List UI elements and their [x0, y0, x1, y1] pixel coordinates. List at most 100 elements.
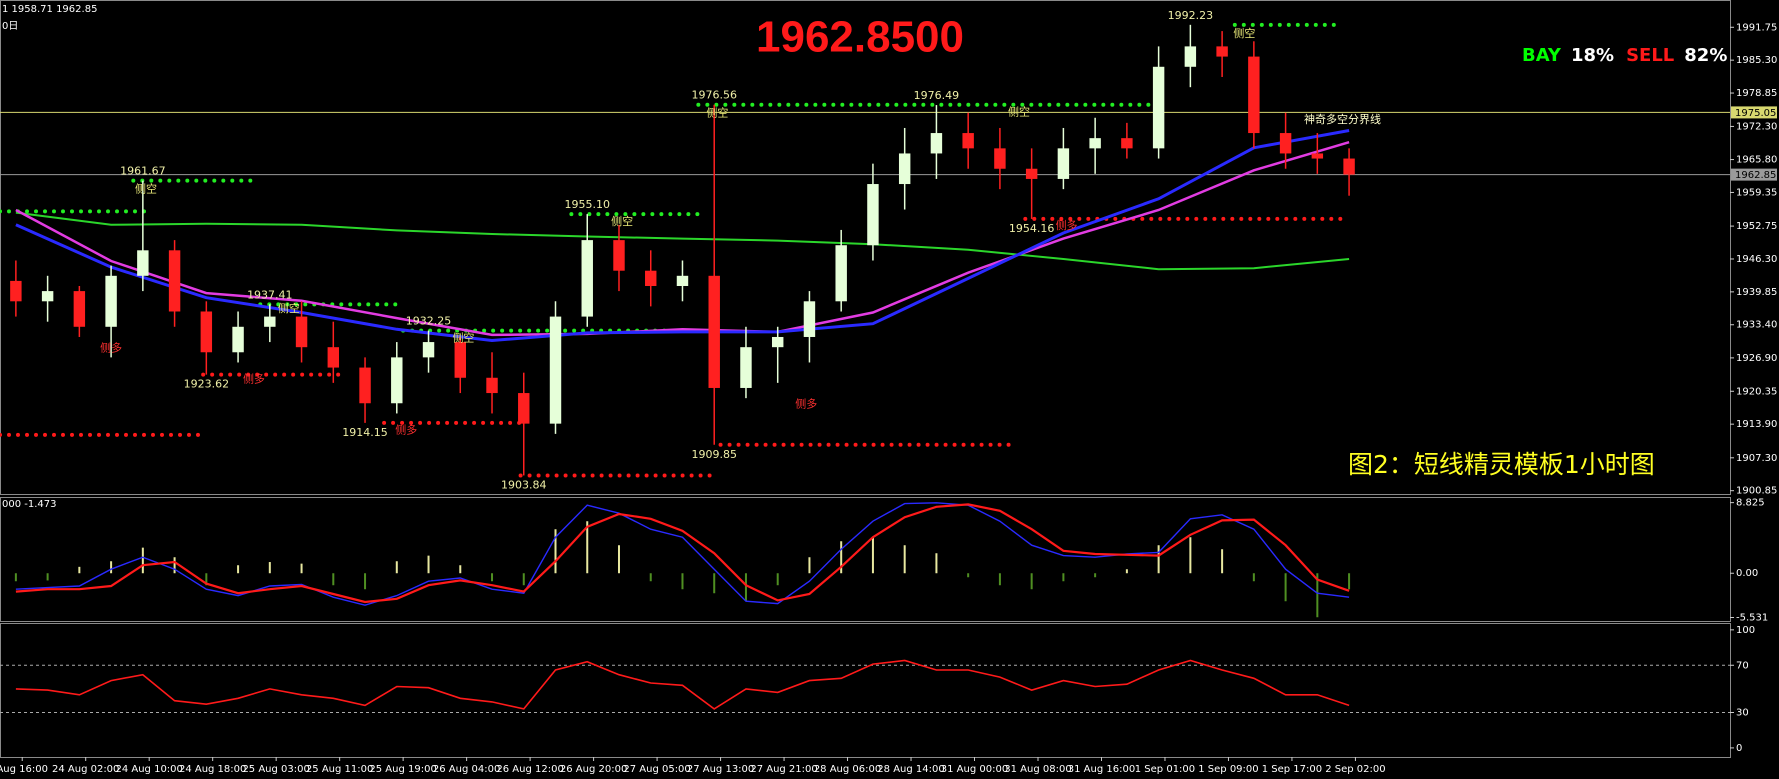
y-tick-label: 0.00	[1736, 568, 1758, 579]
candle-body	[645, 270, 657, 286]
header: 1 1958.71 1962.85	[2, 4, 97, 15]
candle-body	[264, 316, 276, 327]
histogram-bar	[776, 573, 779, 586]
y-tick-label: 1952.75	[1736, 221, 1777, 232]
histogram-bar	[268, 562, 271, 574]
signal-label: 侧多	[395, 422, 417, 436]
macd-header: 000 -1.473	[2, 499, 57, 510]
candle-body	[41, 291, 54, 302]
candle-body	[105, 275, 117, 327]
candle-body	[803, 301, 816, 337]
panel-frame	[0, 623, 1731, 758]
histogram-bar	[998, 573, 1001, 586]
candle-body	[835, 245, 847, 302]
histogram-bar	[744, 573, 747, 602]
signal-label: 侧多	[1056, 218, 1078, 232]
y-tick-label: 1946.30	[1736, 254, 1777, 265]
candle-body	[73, 291, 86, 327]
moving-average	[15, 141, 1350, 337]
candle-body	[1248, 56, 1260, 134]
candle-body	[1152, 66, 1165, 149]
histogram-bar	[617, 545, 620, 574]
candle-body	[962, 133, 974, 149]
price-label: 1937.41	[247, 288, 293, 301]
histogram-bar	[713, 573, 716, 594]
y-tick-label: 1939.85	[1736, 287, 1777, 298]
candle-body	[454, 342, 466, 378]
price-label: 1976.49	[914, 89, 960, 102]
y-tick-label: 70	[1736, 660, 1749, 671]
histogram-bar	[649, 573, 652, 582]
price-tag	[1731, 168, 1777, 181]
candle-body	[1057, 148, 1070, 179]
histogram-bar	[427, 555, 430, 574]
candle-body	[518, 393, 530, 424]
candle-body	[1025, 168, 1038, 179]
x-tick-label: 31 Aug 00:00	[941, 764, 1008, 775]
candle-body	[676, 275, 689, 286]
x-tick-label: 26 Aug 20:00	[560, 764, 627, 775]
sentiment-label: BAY	[1522, 45, 1562, 66]
histogram-bar	[78, 566, 81, 574]
candle-body	[1121, 138, 1133, 149]
histogram-bar	[967, 573, 970, 578]
candle-body	[359, 367, 371, 404]
histogram-bar	[1062, 573, 1065, 582]
moving-average	[15, 129, 1350, 343]
x-tick-label: 26 Aug 04:00	[433, 764, 500, 775]
histogram-bar	[1189, 537, 1192, 574]
histogram-bar	[1221, 549, 1224, 574]
histogram-bar	[1157, 545, 1160, 574]
histogram-bar	[459, 565, 462, 574]
histogram-bar	[395, 561, 398, 574]
candle-body	[1089, 138, 1101, 149]
y-tick-label: 0	[1736, 743, 1742, 754]
candle-body	[200, 311, 213, 353]
histogram-bar	[110, 561, 113, 574]
caption: 图2：短线精灵模板1小时图	[1348, 450, 1655, 479]
histogram-bar	[300, 563, 303, 574]
histogram-bar	[237, 565, 240, 574]
histogram-bar	[903, 545, 906, 574]
price-tag-label: 1975.05	[1735, 108, 1776, 119]
y-tick-label: 1907.30	[1736, 453, 1777, 464]
y-tick-label: 1920.35	[1736, 386, 1777, 397]
candle-body	[867, 184, 879, 246]
signal-label: 侧多	[100, 341, 122, 355]
price-label: 1955.10	[564, 198, 610, 211]
candle-body	[740, 347, 752, 388]
histogram-bar	[1030, 573, 1033, 590]
histogram-bar	[554, 529, 557, 574]
candle-body	[549, 316, 562, 424]
histogram-bar	[1125, 569, 1128, 574]
signal-label: 侧空	[706, 106, 728, 120]
histogram-bar	[871, 537, 874, 574]
y-tick-label: 1985.30	[1736, 55, 1777, 66]
candle-body	[771, 336, 784, 348]
histogram-bar	[522, 573, 525, 586]
histogram-bar	[1316, 573, 1319, 618]
price-label: 1976.56	[691, 89, 737, 102]
histogram-bar	[141, 547, 144, 574]
signal-label: 侧空	[278, 301, 300, 315]
histogram-bar	[1284, 573, 1287, 602]
candle-body	[1311, 153, 1324, 159]
candle-body	[898, 153, 911, 185]
header-period: 0日	[2, 21, 18, 32]
signal-label: 侧空	[135, 182, 157, 196]
x-tick-label: 25 Aug 19:00	[369, 764, 436, 775]
y-tick-label: 1972.30	[1736, 121, 1777, 132]
y-tick-label: 1900.85	[1736, 486, 1777, 497]
price-label: 1923.62	[184, 378, 230, 391]
candle-body	[295, 316, 308, 348]
y-tick-label: 1991.75	[1736, 22, 1777, 33]
price-label: 1914.15	[342, 426, 388, 439]
x-tick-label: 27 Aug 21:00	[750, 764, 817, 775]
y-tick-label: 100	[1736, 625, 1755, 636]
y-tick-label: 1913.90	[1736, 419, 1777, 430]
y-tick-label: 1978.85	[1736, 88, 1777, 99]
price-label: 1961.67	[120, 165, 166, 178]
signal-label: 侧空	[1008, 105, 1030, 119]
candle-body	[994, 148, 1006, 169]
